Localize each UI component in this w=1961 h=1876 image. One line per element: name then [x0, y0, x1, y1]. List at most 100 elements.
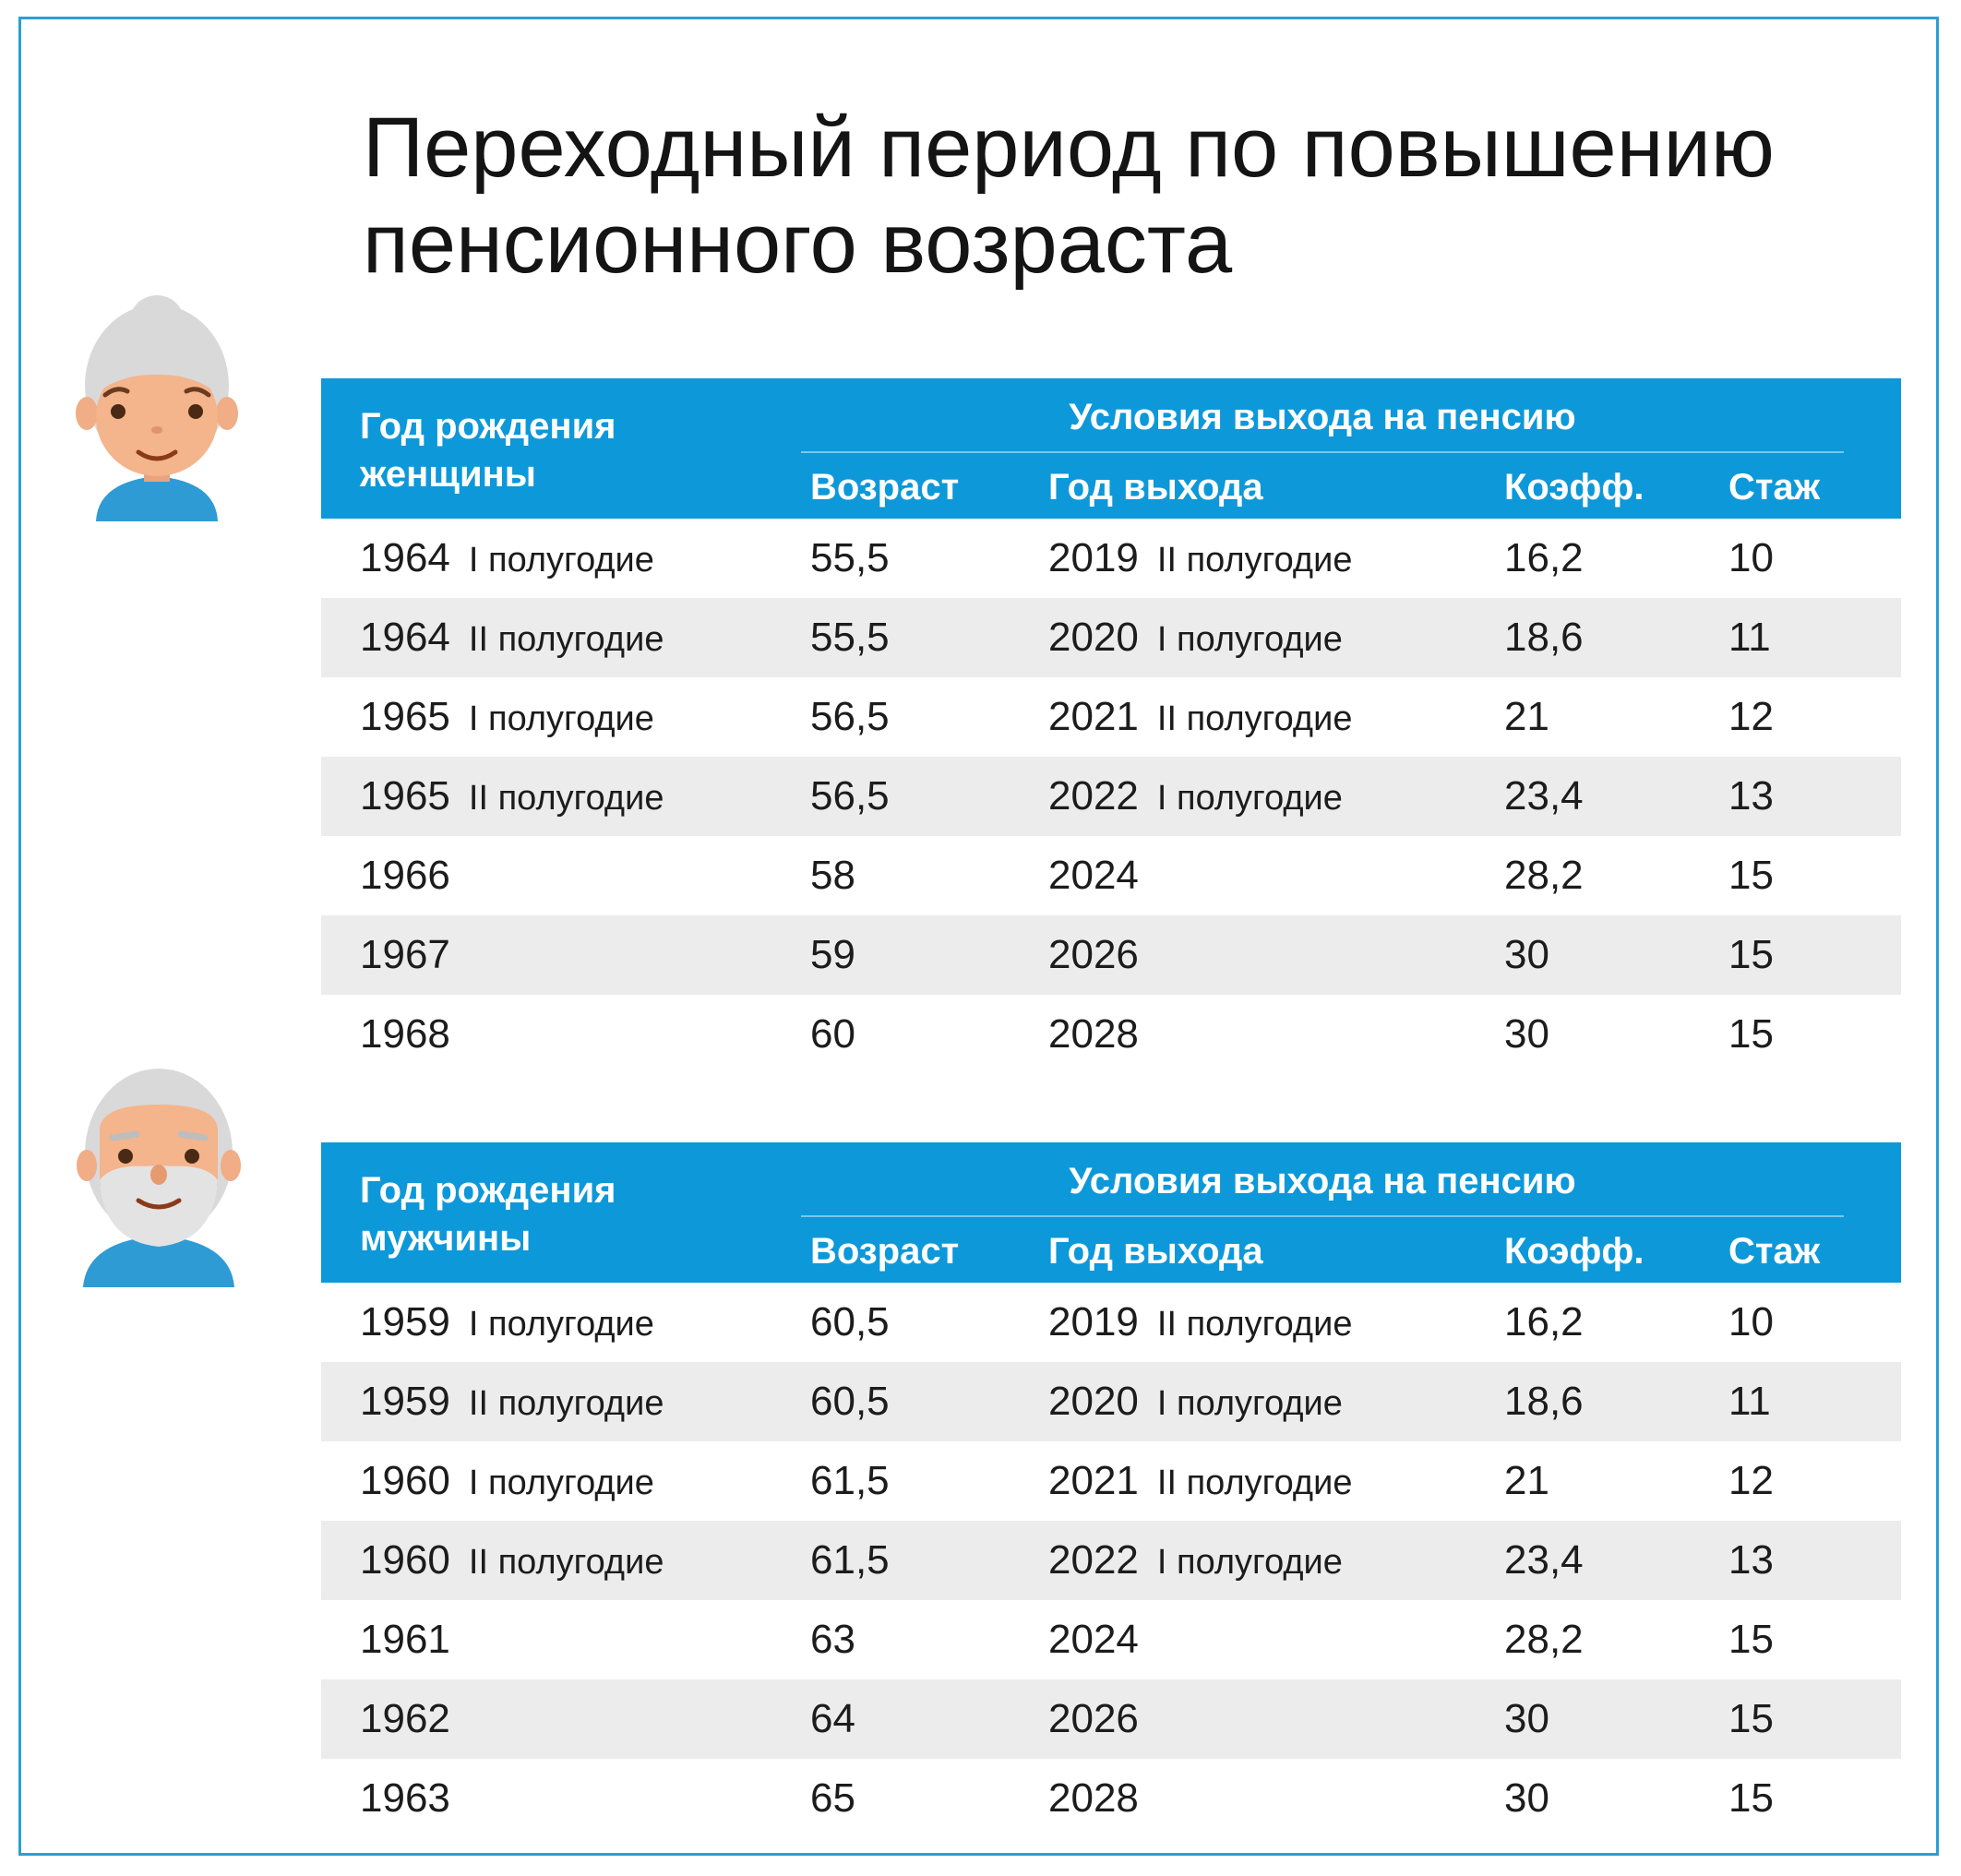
cell-experience: 10	[1728, 535, 1774, 580]
table-header: Год рождения женщины Условия выхода на п…	[321, 378, 1901, 519]
cell-birth-year: 1965 II полугодие	[360, 757, 664, 836]
cell-coefficient: 30	[1504, 1696, 1549, 1741]
cell-exit-year: 2026	[1048, 915, 1157, 995]
cell-age: 63	[810, 1617, 855, 1662]
table-row: 1961 63 2024 28,2 15	[321, 1600, 1901, 1679]
cell-coefficient: 28,2	[1504, 853, 1584, 898]
header-coefficient: Коэфф.	[1504, 467, 1644, 508]
birth-year: 1960	[360, 1537, 450, 1583]
cell-exit-year: 2019 II полугодие	[1048, 519, 1352, 598]
cell-coefficient: 28,2	[1504, 1617, 1584, 1662]
exit-year: 2021	[1048, 1458, 1139, 1503]
cell-birth-year: 1959 II полугодие	[360, 1362, 664, 1441]
women-table: Год рождения женщины Условия выхода на п…	[321, 378, 1901, 1074]
cell-coefficient: 23,4	[1504, 1537, 1584, 1583]
exit-year: 2019	[1048, 1299, 1139, 1344]
exit-year: 2026	[1048, 932, 1139, 977]
table-header: Год рождения мужчины Условия выхода на п…	[321, 1142, 1901, 1283]
header-coefficient: Коэфф.	[1504, 1231, 1644, 1272]
birth-half: II полугодие	[468, 1543, 664, 1582]
birth-year: 1963	[360, 1775, 450, 1821]
cell-experience: 11	[1728, 615, 1771, 660]
cell-coefficient: 16,2	[1504, 535, 1584, 580]
cell-age: 60,5	[810, 1299, 890, 1344]
birth-year: 1965	[360, 773, 450, 819]
exit-half: II полугодие	[1156, 1305, 1353, 1344]
birth-year: 1959	[360, 1299, 450, 1344]
woman-avatar-icon	[76, 295, 238, 521]
cell-age: 61,5	[810, 1458, 890, 1503]
birth-year: 1964	[360, 615, 450, 660]
page-frame	[18, 17, 1939, 1856]
birth-year: 1964	[360, 535, 450, 580]
cell-experience: 15	[1728, 1696, 1774, 1741]
cell-birth-year: 1964 II полугодие	[360, 598, 664, 677]
header-birth-year: Год рождения мужчины	[360, 1166, 729, 1262]
cell-birth-year: 1961	[360, 1600, 469, 1679]
header-divider	[801, 451, 1844, 453]
cell-experience: 11	[1728, 1379, 1771, 1424]
table-body: 1959 I полугодие 60,5 2019 II полугодие 16,2 1…	[321, 1283, 1901, 1838]
cell-age: 61,5	[810, 1537, 890, 1583]
cell-birth-year: 1959 I полугодие	[360, 1283, 654, 1362]
cell-birth-year: 1964 I полугодие	[360, 519, 654, 598]
header-group-label: Условия выхода на пенсию	[1069, 397, 1576, 437]
cell-age: 55,5	[810, 615, 890, 660]
exit-year: 2026	[1048, 1696, 1139, 1741]
cell-exit-year: 2020 I полугодие	[1048, 598, 1343, 677]
table-row: 1966 58 2024 28,2 15	[321, 836, 1901, 915]
exit-half: I полугодие	[1156, 1543, 1343, 1582]
cell-age: 55,5	[810, 535, 890, 580]
header-birth-year: Год рождения женщины	[360, 402, 729, 498]
men-table: Год рождения мужчины Условия выхода на п…	[321, 1142, 1901, 1838]
cell-exit-year: 2024	[1048, 1600, 1157, 1679]
cell-exit-year: 2021 II полугодие	[1048, 677, 1352, 757]
cell-experience: 13	[1728, 773, 1774, 819]
cell-birth-year: 1968	[360, 995, 469, 1074]
exit-year: 2028	[1048, 1775, 1139, 1821]
cell-age: 60	[810, 1011, 855, 1057]
header-birth-line2: мужчины	[360, 1218, 532, 1259]
cell-experience: 13	[1728, 1537, 1774, 1583]
table-row: 1959 II полугодие 60,5 2020 I полугодие 18,6 1…	[321, 1362, 1901, 1441]
cell-coefficient: 23,4	[1504, 773, 1584, 819]
birth-year: 1968	[360, 1011, 450, 1057]
cell-experience: 15	[1728, 1617, 1774, 1662]
exit-half: I полугодие	[1156, 1384, 1343, 1423]
cell-birth-year: 1960 II полугодие	[360, 1521, 664, 1600]
exit-half: I полугодие	[1156, 620, 1343, 659]
cell-coefficient: 16,2	[1504, 1299, 1584, 1344]
cell-exit-year: 2022 I полугодие	[1048, 1521, 1343, 1600]
birth-year: 1961	[360, 1617, 450, 1662]
birth-half: I полугодие	[468, 699, 654, 738]
cell-coefficient: 30	[1504, 1011, 1549, 1057]
cell-experience: 12	[1728, 1458, 1774, 1503]
table-row: 1960 I полугодие 61,5 2021 II полугодие 21 12	[321, 1441, 1901, 1521]
exit-half: II полугодие	[1156, 699, 1353, 738]
table-row: 1967 59 2026 30 15	[321, 915, 1901, 995]
cell-exit-year: 2026	[1048, 1679, 1157, 1759]
page-title-line-1: Переходный период по повышению	[363, 101, 1775, 195]
table-row: 1963 65 2028 30 15	[321, 1759, 1901, 1838]
birth-year: 1967	[360, 932, 450, 977]
table-row: 1965 II полугодие 56,5 2022 I полугодие 23,4 1…	[321, 757, 1901, 836]
cell-exit-year: 2028	[1048, 1759, 1157, 1838]
cell-coefficient: 18,6	[1504, 615, 1584, 660]
cell-coefficient: 21	[1504, 694, 1549, 739]
cell-age: 58	[810, 853, 855, 898]
table-row: 1960 II полугодие 61,5 2022 I полугодие 23,4 1…	[321, 1521, 1901, 1600]
cell-birth-year: 1963	[360, 1759, 469, 1838]
birth-half: II полугодие	[468, 779, 664, 818]
birth-year: 1966	[360, 853, 450, 898]
header-birth-line1: Год рождения	[360, 406, 616, 447]
birth-year: 1959	[360, 1379, 450, 1424]
exit-half: II полугодие	[1156, 541, 1353, 580]
cell-age: 64	[810, 1696, 855, 1741]
table-row: 1964 II полугодие 55,5 2020 I полугодие 18,6 1…	[321, 598, 1901, 677]
header-experience: Стаж	[1728, 1231, 1821, 1272]
cell-coefficient: 21	[1504, 1458, 1549, 1503]
exit-year: 2020	[1048, 1379, 1139, 1424]
exit-year: 2019	[1048, 535, 1139, 580]
exit-year: 2024	[1048, 1617, 1139, 1662]
table-row: 1964 I полугодие 55,5 2019 II полугодие 16,2 1…	[321, 519, 1901, 598]
